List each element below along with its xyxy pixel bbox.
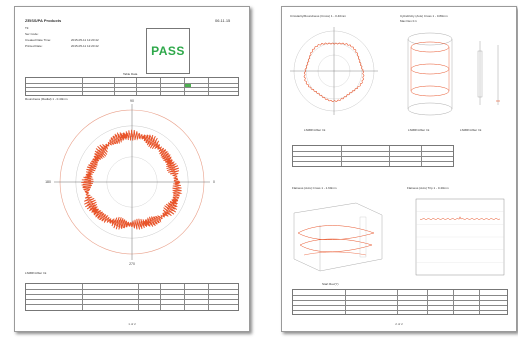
flat-trace-2 [299,238,373,252]
side-panel [359,216,367,258]
flatness-line-trace [419,216,501,221]
report-page-2: Circularity/Roundness (Cross) 1 - 0.40mm… [281,6,517,332]
cyl-bottom [407,102,453,116]
header-value-4: 2015-05-11 12:20:42 [71,44,99,48]
roundness-trace [81,129,183,230]
legend-3: LSMRN-filter Int [460,128,482,132]
axis-label-right: 0 [213,180,215,184]
flatness-line-plot [415,198,505,276]
cyl-section-2 [410,85,450,97]
box-outline [293,202,383,272]
header-label-3: Created Date Time: [25,38,52,42]
bar-1 [477,50,483,98]
page-number-1: 1 of 2 [128,322,136,326]
cylindricity-plot [407,32,500,116]
plot2-title: Cylindricity (Axis) Cross 1 - 0.80mm [400,14,448,18]
circularity-trace [303,42,365,103]
plot3-xlabel: Start Rev(Y) [322,282,339,286]
company-name: ZEISS/PA Products [25,18,62,23]
flat-trace-1 [297,225,375,240]
pass-status-label: PASS [151,44,185,58]
page-number-2: 2 of 2 [395,322,403,326]
roundness-polar-plot: 90 270 180 0 [45,99,215,266]
axis-label-bottom: 270 [129,262,135,266]
legend-1: LSMRN-filter Int [304,128,326,132]
plot-title: Roundness (Radial) 1 - 0.40mm [25,97,68,101]
header-label-2: Ser Code: [25,32,39,36]
circularity-polar-plot [290,27,378,115]
plot3-title: Flatness (Axis) Cross 1 - 1.60mm [292,186,337,190]
pass-status-box: PASS [146,28,190,74]
axis-label-top: 90 [130,99,134,103]
table-caption: Table Data [123,72,138,76]
cyl-top [407,32,453,46]
summary-table [25,283,239,311]
status-pass-cell [185,84,191,87]
legend-2: LSMRN-filter Int [408,128,430,132]
header-label-1: Tit: [25,26,30,30]
flat-trace-3 [303,251,367,256]
header-value-3: 2015-05-11 12:20:42 [71,38,99,42]
plot4-title: Flatness (Axis) Trip 1 - 0.40mm [407,186,449,190]
report-page-1: ZEISS/PA Products 06.11.15 Tit: Ser Code… [14,6,250,332]
header-label-4: Printed Date: [25,44,43,48]
plot1-title: Circularity/Roundness (Cross) 1 - 0.40mm [290,14,347,18]
plot-legend: LSMRN-filter Int [25,271,47,275]
cyl-section-1 [410,63,450,75]
middle-table [292,145,454,167]
bottom-table [292,289,508,315]
results-table [25,77,239,96]
flatness-3d-plot [293,202,383,272]
axis-label-left: 180 [45,180,51,184]
report-date: 06.11.15 [215,18,231,23]
plot2-subtitle: Max Dev 0.1 [400,19,417,23]
cyl-section-0 [410,41,450,53]
